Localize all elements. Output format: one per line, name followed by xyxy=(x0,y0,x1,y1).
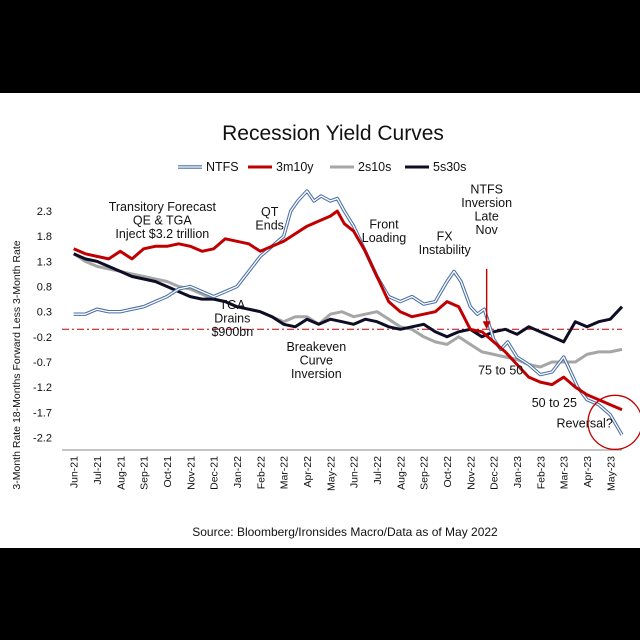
x-tick-label: Jul-21 xyxy=(92,456,104,485)
legend-label: NTFS xyxy=(206,160,239,174)
annotation-fx-instability: FX Instability xyxy=(419,229,472,257)
series-line-5s30s xyxy=(73,252,624,344)
annotation-ntfs-inversion: NTFS Inversion Late Nov xyxy=(461,182,512,237)
x-tick-label: May-22 xyxy=(325,456,337,491)
annotation-line: TGA xyxy=(219,298,245,312)
y-tick-label: -1.2 xyxy=(33,382,52,394)
x-tick-label: Jan-22 xyxy=(232,456,244,488)
x-tick-label: May-23 xyxy=(605,456,617,491)
y-axis-label: 3-Month Rate 18-Months Forward Less 3-Mo… xyxy=(11,240,23,489)
y-tick-label: -2.2 xyxy=(33,432,52,444)
y-tick-label: 2.3 xyxy=(37,206,52,218)
annotation-line: Breakeven xyxy=(286,340,346,354)
legend: NTFS 3m10y 2s10s 5s30s xyxy=(178,160,466,174)
x-tick-label: Feb-23 xyxy=(535,456,547,489)
annotation-line: NTFS xyxy=(470,182,503,196)
x-tick-label: Jan-23 xyxy=(512,456,524,488)
annotation-qt-ends: QT Ends xyxy=(255,205,284,233)
y-tick-label: 1.3 xyxy=(37,256,52,268)
highlight-circle xyxy=(587,394,640,450)
y-tick-label: 1.8 xyxy=(37,231,52,243)
x-tick-label: Oct-22 xyxy=(442,456,454,488)
source-note: Source: Bloomberg/Ironsides Macro/Data a… xyxy=(192,525,498,539)
x-tick-label: Jun-21 xyxy=(69,456,81,488)
x-tick-label: Sep-22 xyxy=(419,456,431,490)
series-line-ntfs-inner xyxy=(73,190,623,436)
x-tick-label: Aug-21 xyxy=(115,456,127,490)
annotation-line: Front xyxy=(369,218,399,232)
annotation-tga-drains: TGA Drains $900bn xyxy=(211,298,253,339)
annotation-reversal: Reversal? xyxy=(557,416,613,430)
x-tick-label: Apr-23 xyxy=(582,456,594,488)
x-tick-label: Dec-21 xyxy=(209,456,221,490)
chart-card: Recession Yield Curves NTFS 3m10y 2s10s 5s3… xyxy=(0,93,640,548)
annotation-line: Ends xyxy=(255,219,284,233)
annotation-line: Instability xyxy=(419,243,472,257)
annotation-50-to-25: 50 to 25 xyxy=(532,396,577,410)
series-line-3m10y xyxy=(73,209,623,412)
x-tick-label: Mar-23 xyxy=(559,456,571,489)
x-tick-label: Nov-21 xyxy=(185,456,197,490)
legend-label: 2s10s xyxy=(358,160,391,174)
annotation-line: Nov xyxy=(476,223,499,237)
x-tick-label: Feb-22 xyxy=(255,456,267,489)
legend-label: 5s30s xyxy=(433,160,466,174)
x-tick-label: Dec-22 xyxy=(489,456,501,490)
annotation-75-to-50: 75 to 50 xyxy=(478,364,523,378)
annotation-transitory: Transitory Forecast QE & TGA Inject $3.2 t… xyxy=(109,200,217,241)
annotation-line: Inversion xyxy=(461,196,512,210)
y-tick-label: -0.7 xyxy=(33,357,52,369)
x-tick-label: Nov-22 xyxy=(465,456,477,490)
annotation-breakeven: Breakeven Curve Inversion xyxy=(286,340,346,381)
annotation-line: 75 to 50 xyxy=(478,364,523,378)
y-tick-label: -1.7 xyxy=(33,407,52,419)
y-tick-label: -0.2 xyxy=(33,332,52,344)
annotations: Transitory Forecast QE & TGA Inject $3.2 t… xyxy=(109,182,640,450)
annotation-line: $900bn xyxy=(211,325,253,339)
annotation-line: Drains xyxy=(214,312,250,326)
annotation-line: Inversion xyxy=(291,367,342,381)
annotation-line: Loading xyxy=(362,231,407,245)
x-tick-label: Mar-22 xyxy=(279,456,291,489)
plot-area xyxy=(62,189,624,451)
x-tick-label: Oct-21 xyxy=(162,456,174,488)
annotation-line: QT xyxy=(261,205,279,219)
annotation-line: Curve xyxy=(300,353,333,367)
y-tick-label: 0.3 xyxy=(37,307,52,319)
annotation-front-loading: Front Loading xyxy=(362,218,407,246)
annotation-line: Inject $3.2 trillion xyxy=(115,227,209,241)
annotation-arrowhead xyxy=(482,321,491,330)
annotation-line: Reversal? xyxy=(557,416,613,430)
y-axis: 2.3 1.8 1.3 0.8 0.3 -0.2 -0.7 -1.2 -1.7 -2.2 xyxy=(33,206,52,444)
x-axis: Jun-21 Jul-21 Aug-21 Sep-21 Oct-21 Nov-21 Dec-… xyxy=(69,456,618,491)
x-tick-label: Aug-22 xyxy=(395,456,407,490)
x-tick-label: Sep-21 xyxy=(139,456,151,490)
legend-label: 3m10y xyxy=(276,160,314,174)
annotation-line: FX xyxy=(437,229,454,243)
annotation-line: 50 to 25 xyxy=(532,396,577,410)
x-tick-label: Jul-22 xyxy=(372,456,384,485)
annotation-line: Late xyxy=(474,209,498,223)
y-tick-label: 0.8 xyxy=(37,282,52,294)
chart-title: Recession Yield Curves xyxy=(222,122,444,145)
x-tick-label: Jun-22 xyxy=(349,456,361,488)
annotation-line: Transitory Forecast xyxy=(109,200,217,214)
x-tick-label: Apr-22 xyxy=(302,456,314,488)
annotation-line: QE & TGA xyxy=(133,214,192,228)
series-line-2s10s xyxy=(72,252,623,369)
yield-curve-chart: Recession Yield Curves NTFS 3m10y 2s10s 5s3… xyxy=(11,122,640,539)
